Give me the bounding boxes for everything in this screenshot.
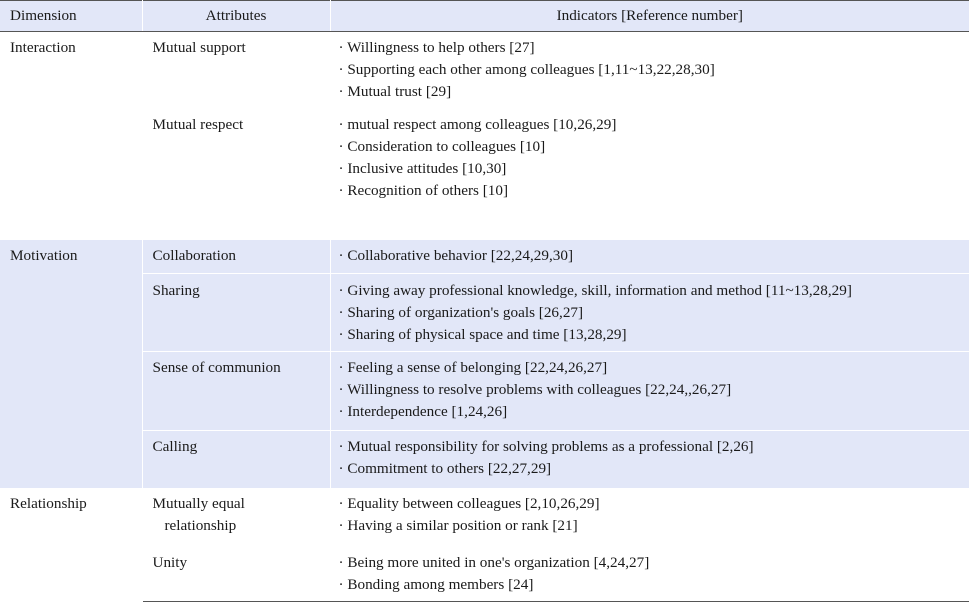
header-row: Dimension Attributes Indicators [Referen…: [0, 1, 969, 32]
indicators-cell: · Being more united in one's organizatio…: [330, 545, 969, 602]
indicator-item: · Mutual trust [29]: [339, 81, 969, 103]
attribute-cell: Unity: [142, 545, 330, 602]
indicator-item: · Sharing of organization's goals [26,27…: [339, 302, 969, 324]
dimension-cell: Relationship: [0, 488, 142, 602]
indicators-cell: · Giving away professional knowledge, sk…: [330, 274, 969, 352]
indicator-item: · Willingness to help others [27]: [339, 37, 969, 59]
attribute-cell: Sharing: [142, 274, 330, 352]
attribute-line: relationship: [153, 515, 330, 537]
indicator-item: · Recognition of others [10]: [339, 180, 969, 202]
indicator-item: · Being more united in one's organizatio…: [339, 552, 969, 574]
indicator-item: · Supporting each other among colleagues…: [339, 59, 969, 81]
indicators-cell: · Feeling a sense of belonging [22,24,26…: [330, 352, 969, 431]
dimension-cell: Motivation: [0, 240, 142, 488]
table-row: Sharing · Giving away professional knowl…: [0, 274, 969, 352]
table-row: Motivation Collaboration · Collaborative…: [0, 240, 969, 274]
indicator-item: · mutual respect among colleagues [10,26…: [339, 114, 969, 136]
indicator-item: · Having a similar position or rank [21]: [339, 515, 969, 537]
indicator-item: · Feeling a sense of belonging [22,24,26…: [339, 357, 969, 379]
header-indicators: Indicators [Reference number]: [330, 1, 969, 32]
attribute-cell: Sense of communion: [142, 352, 330, 431]
indicator-item: · Equality between colleagues [2,10,26,2…: [339, 493, 969, 515]
indicator-item: · Interdependence [1,24,26]: [339, 401, 969, 423]
indicators-cell: · Collaborative behavior [22,24,29,30]: [330, 240, 969, 274]
dimension-cell: Interaction: [0, 32, 142, 240]
table-row: Calling · Mutual responsibility for solv…: [0, 431, 969, 488]
indicator-item: · Mutual responsibility for solving prob…: [339, 436, 969, 458]
attribute-cell: Mutually equal relationship: [142, 488, 330, 545]
table-row: Interaction Mutual support · Willingness…: [0, 32, 969, 111]
table-row: Relationship Mutually equal relationship…: [0, 488, 969, 545]
indicator-item: · Giving away professional knowledge, sk…: [339, 280, 969, 302]
indicator-item: · Collaborative behavior [22,24,29,30]: [339, 245, 969, 267]
attribute-cell: Calling: [142, 431, 330, 488]
attribute-cell: Collaboration: [142, 240, 330, 274]
indicator-item: · Inclusive attitudes [10,30]: [339, 158, 969, 180]
indicator-item: · Commitment to others [22,27,29]: [339, 458, 969, 480]
indicators-cell: · Mutual responsibility for solving prob…: [330, 431, 969, 488]
header-attributes: Attributes: [142, 1, 330, 32]
indicators-cell: · Willingness to help others [27] · Supp…: [330, 32, 969, 111]
indicators-cell: · Equality between colleagues [2,10,26,2…: [330, 488, 969, 545]
table-row: Sense of communion · Feeling a sense of …: [0, 352, 969, 431]
table-row: Mutual respect · mutual respect among co…: [0, 111, 969, 240]
attribute-cell: Mutual respect: [142, 111, 330, 240]
indicators-cell: · mutual respect among colleagues [10,26…: [330, 111, 969, 240]
header-dimension: Dimension: [0, 1, 142, 32]
attribute-cell: Mutual support: [142, 32, 330, 111]
table-row: Unity · Being more united in one's organ…: [0, 545, 969, 602]
indicator-item: · Consideration to colleagues [10]: [339, 136, 969, 158]
attribute-line: Mutually equal: [153, 493, 330, 515]
indicator-item: · Bonding among members [24]: [339, 574, 969, 596]
indicator-item: · Willingness to resolve problems with c…: [339, 379, 969, 401]
indicator-item: · Sharing of physical space and time [13…: [339, 324, 969, 346]
